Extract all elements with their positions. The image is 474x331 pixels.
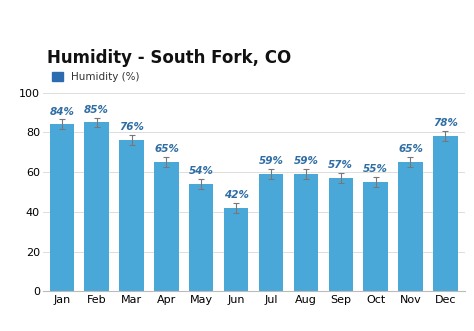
Bar (50, 124, 74, 291)
Bar (433, 136, 457, 291)
Text: 84%: 84% (49, 107, 74, 117)
Text: 76%: 76% (119, 122, 144, 132)
Text: 55%: 55% (363, 164, 388, 174)
Bar (189, 184, 213, 291)
Text: Humidity - South Fork, CO: Humidity - South Fork, CO (47, 49, 291, 67)
Text: 54%: 54% (189, 166, 214, 176)
Bar (224, 208, 248, 291)
Bar (119, 140, 144, 291)
Text: 78%: 78% (433, 118, 458, 128)
Text: 59%: 59% (259, 156, 283, 166)
Bar (154, 162, 179, 291)
Text: 65%: 65% (154, 144, 179, 154)
Text: 65%: 65% (398, 144, 423, 154)
Text: 42%: 42% (224, 190, 248, 200)
Text: 59%: 59% (293, 156, 319, 166)
Bar (294, 174, 318, 291)
Bar (84, 122, 109, 291)
Bar (259, 174, 283, 291)
Bar (398, 162, 423, 291)
Bar (364, 182, 388, 291)
Text: 85%: 85% (84, 105, 109, 115)
Text: 57%: 57% (328, 160, 353, 170)
Bar (328, 178, 353, 291)
Legend: Humidity (%): Humidity (%) (52, 72, 139, 82)
